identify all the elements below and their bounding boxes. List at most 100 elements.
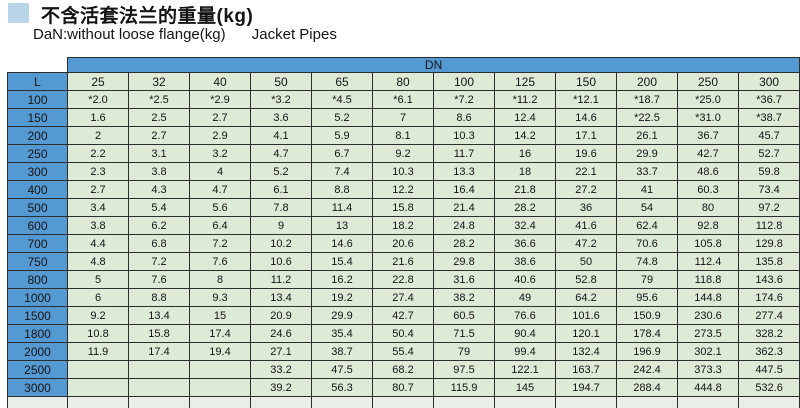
weight-cell: 29.9	[311, 306, 373, 325]
page-title: 不含活套法兰的重量(kg)	[41, 6, 254, 27]
weight-cell: 22.8	[372, 270, 434, 289]
weight-cell: 11.7	[433, 144, 495, 163]
weight-cell: 3.6	[250, 108, 312, 127]
weight-cell: 144.8	[677, 288, 739, 307]
weight-cell: 101.6	[555, 306, 617, 325]
weight-cell: 21.8	[494, 180, 556, 199]
weight-cell: 2	[67, 126, 129, 145]
weight-cell: 71.5	[433, 324, 495, 343]
dn-size-header: 150	[555, 72, 617, 91]
weight-cell: 13.3	[433, 162, 495, 181]
table-row: 1500 9.2 13.4 15 20.9 29.9 42.7 60.5 76.6 101.6 15…	[7, 306, 800, 325]
weight-cell: 8.8	[128, 288, 190, 307]
l-value-cell: 1000	[7, 288, 68, 307]
l-value-cell: 600	[7, 216, 68, 235]
weight-cell: 1.6	[67, 108, 129, 127]
weight-cell: 120.1	[555, 324, 617, 343]
table-row: 2000 11.9 17.4 19.4 27.1 38.7 55.4 79 99.4 132.4 1…	[7, 342, 800, 361]
table-row: 200 2 2.7 2.9 4.1 5.9 8.1 10.3 14.2 17.1 26.1 36.7 4…	[7, 126, 800, 145]
weight-cell: 18.2	[372, 216, 434, 235]
weight-cell: 3.2	[189, 144, 251, 163]
weight-cell: *2.0	[67, 90, 129, 109]
table-row: 3000 39.2 56.3 80.7 115.9 145 194.7 288.4 444.8 5…	[7, 378, 800, 397]
weight-cell: 21.6	[372, 252, 434, 271]
empty-cell	[372, 396, 434, 408]
weight-cell: 6.1	[250, 180, 312, 199]
l-value-cell: 2500	[7, 360, 68, 379]
weight-cell: 10.3	[372, 162, 434, 181]
weight-cell: 2.7	[128, 126, 190, 145]
weight-cell: 9	[250, 216, 312, 235]
weight-cell: 33.2	[250, 360, 312, 379]
weight-cell: 8	[189, 270, 251, 289]
weight-cell: 8.8	[311, 180, 373, 199]
l-value-cell: 3000	[7, 378, 68, 397]
weight-cell: 60.3	[677, 180, 739, 199]
weight-cell: 47.2	[555, 234, 617, 253]
weight-cell: 39.2	[250, 378, 312, 397]
weight-cell	[128, 360, 190, 379]
weight-cell: 79	[433, 342, 495, 361]
weight-cell: 7.6	[189, 252, 251, 271]
weight-cell: *25.0	[677, 90, 739, 109]
weight-cell: *4.5	[311, 90, 373, 109]
weight-cell: 302.1	[677, 342, 739, 361]
weight-cell: 20.6	[372, 234, 434, 253]
weight-cell: 15.4	[311, 252, 373, 271]
weight-cell: 24.8	[433, 216, 495, 235]
weight-cell: 47.5	[311, 360, 373, 379]
weight-cell: 76.6	[494, 306, 556, 325]
weight-cell: 49	[494, 288, 556, 307]
weight-cell: 13.4	[128, 306, 190, 325]
weight-cell: *2.9	[189, 90, 251, 109]
weight-cell: 90.4	[494, 324, 556, 343]
l-value-cell: 1500	[7, 306, 68, 325]
dn-size-header: 25	[67, 72, 129, 91]
empty-cell	[555, 396, 617, 408]
weight-cell: 56.3	[311, 378, 373, 397]
l-value-cell: 200	[7, 126, 68, 145]
weight-cell: 29.9	[616, 144, 678, 163]
weight-cell: 5	[67, 270, 129, 289]
dn-size-header: 100	[433, 72, 495, 91]
dn-size-header: 50	[250, 72, 312, 91]
l-value-cell: 800	[7, 270, 68, 289]
weight-cell: 112.4	[677, 252, 739, 271]
weight-cell: 15	[189, 306, 251, 325]
weight-cell: 42.7	[372, 306, 434, 325]
weight-cell: 242.4	[616, 360, 678, 379]
weight-cell: 21.4	[433, 198, 495, 217]
l-header-cell: L	[7, 72, 68, 91]
weight-cell: 68.2	[372, 360, 434, 379]
weight-cell: 122.1	[494, 360, 556, 379]
weight-cell: 3.8	[67, 216, 129, 235]
weight-cell: 14.2	[494, 126, 556, 145]
empty-cell	[737, 396, 800, 408]
l-value-cell: 100	[7, 90, 68, 109]
column-header-row: L 25 32 40 50 65 80 100 125 150 200 250 300	[7, 72, 800, 91]
empty-cell	[250, 396, 312, 408]
weight-cell: 4.7	[250, 144, 312, 163]
weight-cell: 196.9	[616, 342, 678, 361]
weight-cell: 11.4	[311, 198, 373, 217]
weight-cell: 20.9	[250, 306, 312, 325]
weight-cell: 9.2	[372, 144, 434, 163]
weight-cell: 328.2	[737, 324, 800, 343]
empty-cell	[494, 396, 556, 408]
dn-size-header: 250	[677, 72, 739, 91]
title-block: 不含活套法兰的重量(kg)	[8, 1, 253, 28]
weight-cell: 9.3	[189, 288, 251, 307]
weight-cell: 4.3	[128, 180, 190, 199]
weight-cell: 62.4	[616, 216, 678, 235]
corner-empty-cell	[7, 57, 68, 73]
empty-cell	[128, 396, 190, 408]
l-value-cell: 750	[7, 252, 68, 271]
l-value-cell: 700	[7, 234, 68, 253]
weight-cell: 70.6	[616, 234, 678, 253]
table-row: 300 2.3 3.8 4 5.2 7.4 10.3 13.3 18 22.1 33.7 48.6 59…	[7, 162, 800, 181]
l-value-cell: 1800	[7, 324, 68, 343]
weight-cell: 5.6	[189, 198, 251, 217]
weight-cell: 118.8	[677, 270, 739, 289]
weight-cell: 41	[616, 180, 678, 199]
weight-cell: 22.1	[555, 162, 617, 181]
